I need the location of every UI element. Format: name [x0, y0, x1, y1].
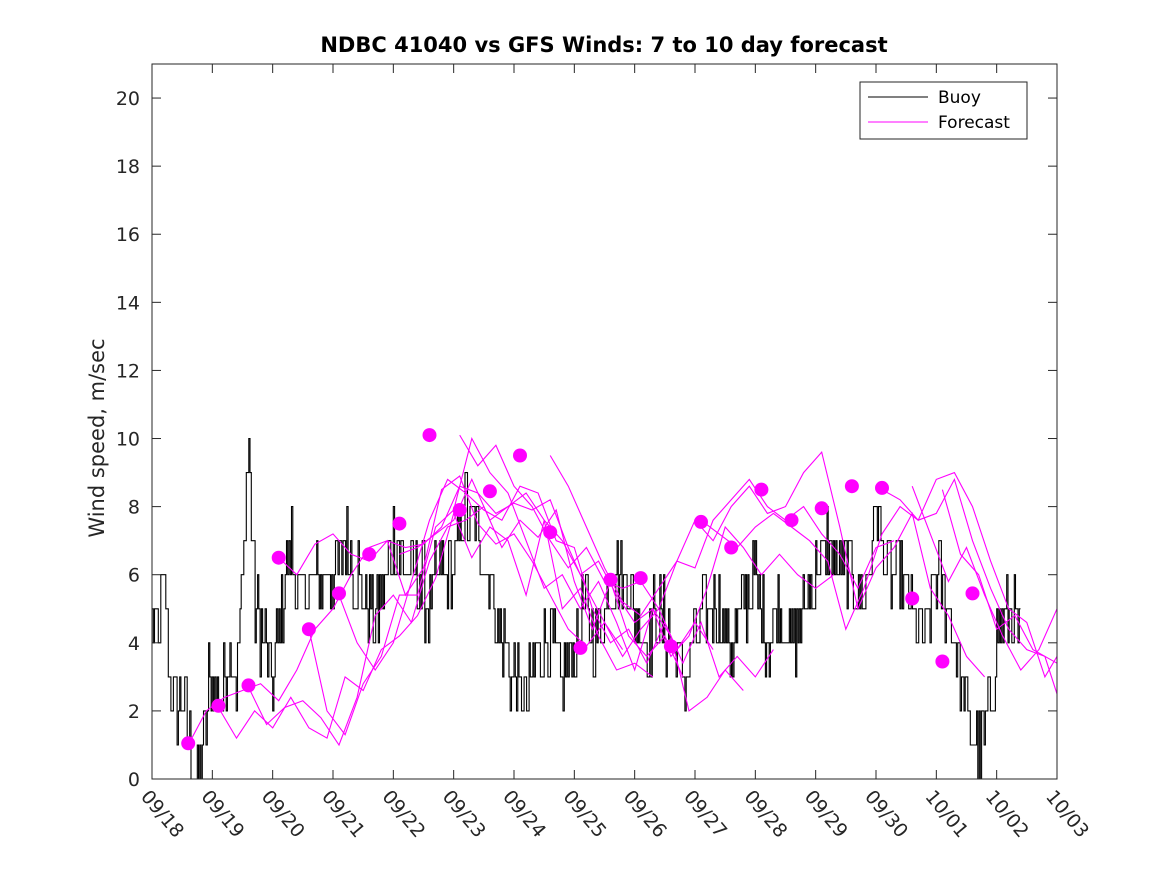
y-tick-label-18: 18	[116, 156, 140, 178]
legend: Buoy Forecast	[859, 81, 1028, 140]
forecast-series-line-6	[338, 478, 774, 678]
forecast-marker-1	[181, 736, 196, 751]
forecast-marker-16	[633, 571, 648, 586]
forecast-marker-12	[513, 448, 527, 463]
forecast-marker-19	[724, 540, 739, 555]
forecast-marker-8	[392, 516, 407, 531]
axes-box	[151, 63, 1058, 780]
forecast-marker-10	[452, 503, 467, 517]
forecast-marker-24	[875, 480, 889, 495]
forecast-marker-7	[362, 547, 377, 562]
y-tick-label-4: 4	[128, 633, 140, 655]
y-tick-label-14: 14	[116, 292, 140, 314]
forecast-marker-22	[814, 501, 829, 516]
forecast-series-line-13	[941, 489, 1057, 664]
y-tick-label-0: 0	[128, 769, 140, 791]
forecast-marker-5	[301, 622, 316, 637]
y-axis-label: Wind speed, m/sec	[85, 338, 109, 537]
y-tick-label-16: 16	[116, 224, 140, 246]
forecast-series-line-12	[911, 486, 1057, 671]
y-tick-label-2: 2	[128, 701, 140, 723]
forecast-marker-17	[663, 639, 678, 654]
y-tick-label-20: 20	[116, 88, 140, 110]
plot-series-group	[152, 428, 1057, 779]
forecast-marker-21	[784, 513, 799, 528]
y-tick-label-10: 10	[116, 429, 140, 451]
legend-buoy-label: Buoy	[938, 88, 981, 108]
forecast-marker-23	[844, 479, 859, 494]
forecast-marker-13	[543, 525, 558, 540]
forecast-marker-6	[332, 586, 346, 601]
forecast-marker-14	[573, 640, 588, 655]
legend-box	[859, 81, 1028, 140]
forecast-marker-4	[271, 550, 286, 565]
forecast-series-line-7	[399, 478, 835, 658]
forecast-marker-3	[241, 678, 256, 693]
forecast-marker-20	[754, 482, 769, 497]
y-tick-label-8: 8	[128, 497, 140, 519]
forecast-marker-25	[905, 591, 920, 606]
y-tick-label-6: 6	[128, 565, 140, 587]
forecast-series-line-2	[217, 511, 654, 740]
forecast-marker-11	[482, 484, 497, 499]
forecast-marker-27	[965, 586, 980, 601]
forecast-marker-18	[694, 514, 708, 529]
forecast-marker-26	[935, 654, 950, 669]
forecast-marker-2	[211, 698, 226, 713]
forecast-series-line-4	[278, 475, 714, 658]
forecast-marker-15	[603, 572, 618, 587]
y-tick-label-12: 12	[116, 360, 140, 382]
forecast-series-line-10	[700, 477, 1057, 695]
chart-title: NDBC 41040 vs GFS Winds: 7 to 10 day for…	[320, 33, 887, 57]
forecast-series-line-11	[881, 471, 1057, 679]
legend-forecast-label: Forecast	[938, 113, 1010, 133]
plot-area	[152, 428, 1057, 779]
forecast-marker-9	[422, 428, 437, 443]
forecast-series-line-1	[187, 485, 624, 746]
